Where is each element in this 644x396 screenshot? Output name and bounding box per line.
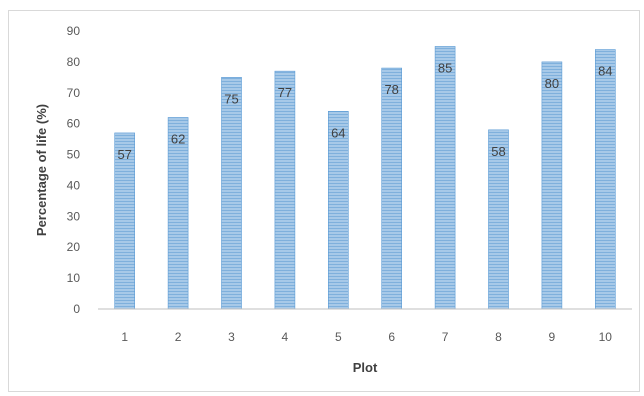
y-tick-label: 80 bbox=[67, 55, 81, 69]
data-label: 85 bbox=[438, 60, 452, 75]
y-tick-label: 30 bbox=[67, 209, 81, 223]
data-label: 77 bbox=[278, 85, 292, 100]
x-tick-label: 4 bbox=[282, 330, 289, 344]
bar bbox=[541, 61, 563, 310]
x-axis-ticks: 1 2 3 4 5 6 7 8 9 10 bbox=[121, 330, 612, 344]
y-tick-label: 70 bbox=[67, 86, 81, 100]
y-tick-label: 90 bbox=[67, 24, 81, 38]
y-tick-label: 40 bbox=[67, 178, 81, 192]
x-axis-title: Plot bbox=[353, 360, 378, 375]
data-label: 78 bbox=[384, 82, 398, 97]
data-label: 64 bbox=[331, 125, 345, 140]
x-tick-label: 9 bbox=[549, 330, 556, 344]
data-label: 57 bbox=[117, 147, 131, 162]
bar bbox=[274, 70, 296, 310]
y-tick-label: 10 bbox=[67, 271, 81, 285]
y-tick-label: 20 bbox=[67, 240, 81, 254]
y-axis-title: Percentage of life (%) bbox=[34, 104, 49, 236]
data-labels: 57 62 75 77 64 78 85 58 80 84 bbox=[117, 60, 612, 161]
x-tick-label: 2 bbox=[175, 330, 182, 344]
chart-frame bbox=[8, 10, 640, 392]
x-tick-label: 1 bbox=[121, 330, 128, 344]
data-label: 80 bbox=[545, 76, 559, 91]
x-tick-label: 7 bbox=[442, 330, 449, 344]
x-tick-label: 6 bbox=[388, 330, 395, 344]
y-tick-label: 60 bbox=[67, 117, 81, 131]
bar bbox=[434, 46, 456, 310]
data-label: 84 bbox=[598, 64, 612, 79]
x-tick-label: 3 bbox=[228, 330, 235, 344]
bar bbox=[381, 67, 403, 310]
x-tick-label: 5 bbox=[335, 330, 342, 344]
data-label: 75 bbox=[224, 91, 238, 106]
y-tick-label: 0 bbox=[73, 302, 80, 316]
x-tick-label: 10 bbox=[599, 330, 613, 344]
data-label: 58 bbox=[491, 144, 505, 159]
bar bbox=[221, 77, 242, 310]
y-tick-label: 50 bbox=[67, 148, 81, 162]
data-label: 62 bbox=[171, 131, 185, 146]
bar bbox=[327, 111, 349, 310]
x-tick-label: 8 bbox=[495, 330, 502, 344]
bar bbox=[594, 49, 616, 310]
y-axis-ticks: 0 10 20 30 40 50 60 70 80 90 bbox=[67, 24, 81, 316]
bars bbox=[114, 46, 616, 310]
